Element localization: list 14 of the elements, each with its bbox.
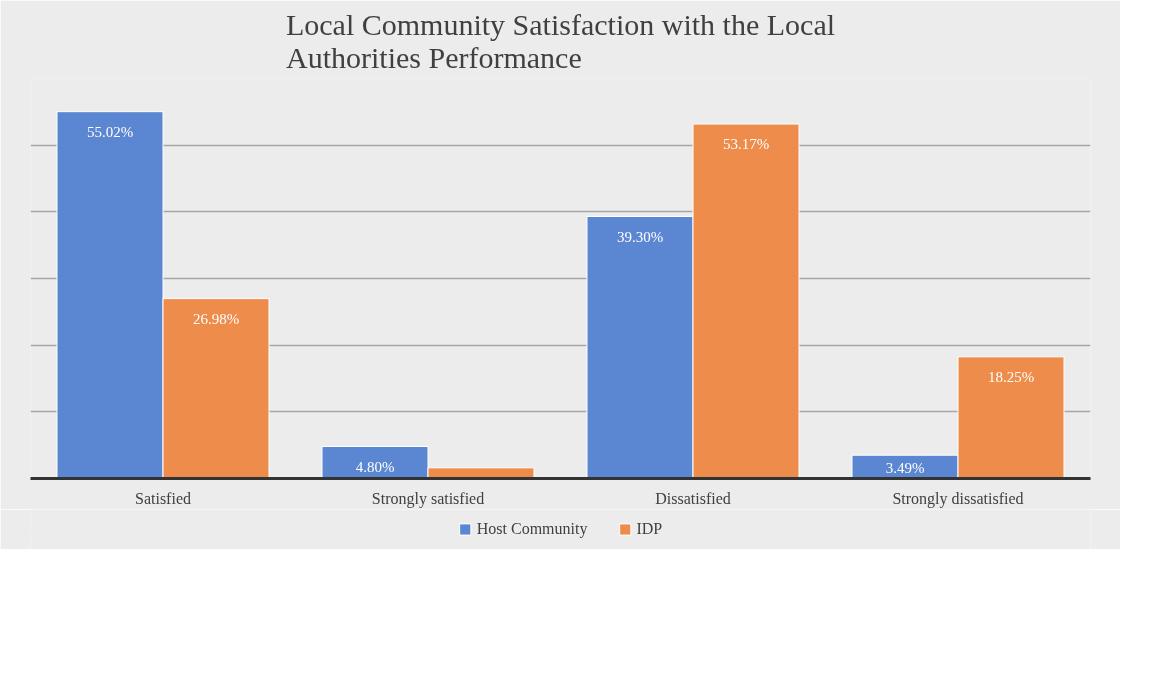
data-label: 53.17%: [722, 136, 770, 153]
data-label: 18.25%: [987, 368, 1035, 385]
chart-title: Local Community Satisfaction with the Local Authorities Performance: [285, 7, 836, 74]
x-tick-label: Dissatisfied: [655, 489, 731, 507]
x-tick-label: Strongly satisfied: [371, 489, 485, 508]
data-label: 39.30%: [616, 228, 664, 245]
legend-label: Host Community: [476, 520, 588, 538]
legend-label: IDP: [636, 520, 663, 538]
x-tick-label: Strongly dissatisfied: [892, 489, 1024, 508]
data-label: 55.02%: [86, 123, 134, 140]
data-label: 4.80%: [355, 458, 395, 475]
data-label: 26.98%: [192, 310, 240, 327]
data-label: 3.49%: [885, 459, 925, 476]
x-tick-label: Satisfied: [135, 489, 191, 507]
